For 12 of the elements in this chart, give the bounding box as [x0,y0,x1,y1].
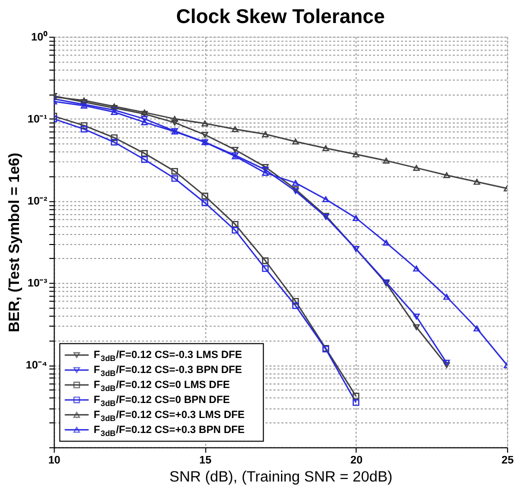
x-tick-label: 25 [501,454,514,467]
x-tick-label: 15 [199,454,212,467]
y-tick-label: 10⁰ [31,30,48,44]
x-axis-title: SNR (dB), (Training SNR = 20dB) [169,468,393,486]
y-tick-label: 10⁻¹ [28,113,48,126]
y-axis-title: BER, (Test Symbol = 1e6) [6,152,23,332]
y-tick-label: 10⁻² [28,195,48,208]
x-tick-label: 20 [350,454,363,467]
y-tick-label: 10⁻³ [28,278,48,290]
x-tick-label: 10 [48,454,60,467]
y-tick-label: 10⁻⁴ [26,360,48,372]
chart-title: Clock Skew Tolerance [176,6,385,28]
